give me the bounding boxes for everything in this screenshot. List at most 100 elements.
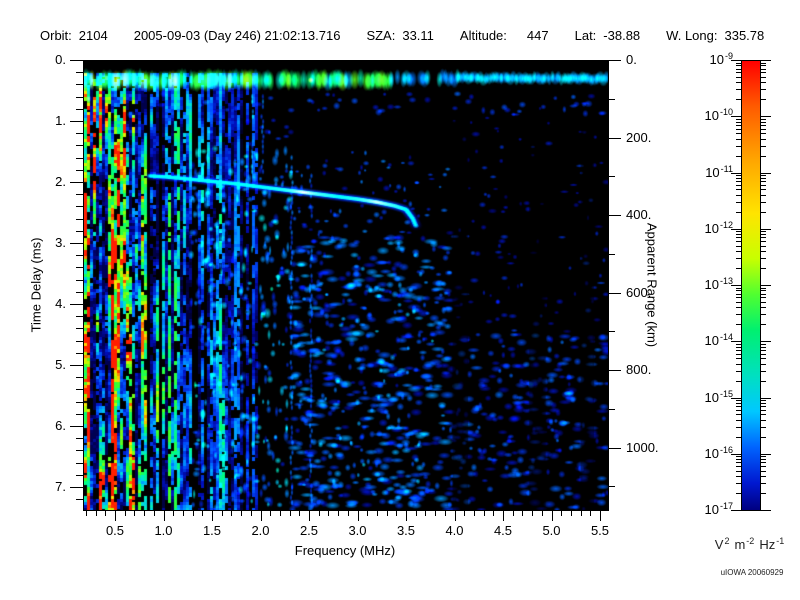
y-right-major-tick (609, 370, 621, 372)
y-right-major-tick (609, 137, 621, 139)
x-minor-tick (512, 511, 514, 516)
colorbar-minor-tick-left (736, 121, 741, 123)
x-minor-tick (289, 511, 291, 516)
plot-frame (83, 60, 609, 511)
colorbar-minor-tick-left (736, 194, 741, 196)
x-minor-tick (202, 511, 204, 516)
orbit-label: Orbit: (40, 28, 72, 43)
colorbar-minor-tick-right (761, 268, 766, 270)
colorbar-minor-tick-left (736, 82, 741, 84)
colorbar-minor-tick-right (761, 128, 766, 130)
colorbar-minor-tick-right (761, 99, 766, 101)
colorbar-minor-tick-right (761, 121, 766, 123)
sza-label: SZA: (366, 28, 396, 43)
x-tick-label: 4.0 (445, 523, 464, 538)
colorbar-major-tick-right (761, 285, 771, 286)
colorbar-minor-tick-right (761, 177, 766, 179)
y-left-tick-label: 7. (55, 479, 66, 494)
x-minor-tick (522, 511, 524, 516)
altitude-field: Altitude: 447 (460, 28, 549, 43)
x-minor-tick (221, 511, 223, 516)
x-minor-tick (231, 511, 233, 516)
x-major-tick (406, 511, 407, 521)
y-left-minor-tick (76, 108, 83, 110)
colorbar-minor-tick-left (736, 268, 741, 270)
x-major-tick (551, 511, 553, 521)
colorbar-minor-tick-right (761, 181, 766, 183)
sza-value: 33.11 (402, 28, 434, 43)
y-left-tick-label: 1. (55, 113, 66, 128)
x-minor-tick (435, 511, 437, 516)
colorbar-minor-tick-right (761, 426, 766, 428)
colorbar-minor-tick-left (736, 189, 741, 191)
x-minor-tick (144, 511, 146, 516)
colorbar-tick-label: 10-14 (704, 332, 733, 349)
y-left-minor-tick (76, 206, 83, 208)
colorbar-minor-tick-left (736, 124, 741, 126)
colorbar-minor-tick-left (736, 118, 741, 120)
colorbar-minor-tick-left (736, 241, 741, 243)
colorbar-minor-tick-right (761, 211, 766, 213)
y-left-major-tick (70, 121, 83, 122)
x-minor-tick (561, 511, 563, 516)
colorbar-minor-tick-left (736, 406, 741, 408)
wlong-field: W. Long: 335.78 (666, 28, 764, 43)
colorbar-tick-label: 10-16 (704, 444, 733, 461)
colorbar-minor-tick-left (736, 353, 741, 355)
y-left-minor-tick (76, 462, 83, 464)
colorbar-major-tick-left (731, 285, 741, 286)
colorbar-minor-tick-left (736, 234, 741, 236)
colorbar-minor-tick-right (761, 353, 766, 355)
colorbar-tick-label: 10-10 (704, 107, 733, 124)
colorbar-minor-tick-right (761, 89, 766, 91)
colorbar-minor-tick-left (736, 251, 741, 253)
x-minor-tick (270, 511, 272, 516)
y-right-tick-label: 600. (626, 284, 652, 300)
wlong-value: 335.78 (724, 28, 765, 43)
colorbar-minor-tick-left (736, 349, 741, 351)
x-tick-label: 2.5 (299, 523, 319, 538)
colorbar-minor-tick-left (736, 72, 741, 74)
colorbar-major-tick-right (761, 341, 771, 343)
colorbar-minor-tick-right (761, 349, 766, 351)
colorbar-minor-tick-left (736, 419, 741, 421)
lat-value: -38.88 (603, 28, 641, 43)
y-left-major-tick (70, 243, 83, 244)
x-minor-tick (250, 511, 252, 516)
y-left-minor-tick (76, 133, 83, 135)
y-right-major-tick (609, 447, 621, 449)
colorbar-minor-tick-right (761, 436, 766, 438)
colorbar-minor-tick-right (761, 293, 766, 295)
colorbar-minor-tick-left (736, 62, 741, 64)
colorbar-minor-tick-right (761, 258, 766, 260)
orbit-field: Orbit: 2104 (40, 28, 108, 43)
colorbar-minor-tick-right (761, 456, 766, 458)
y-left-minor-tick (76, 267, 83, 269)
y-right-minor-tick (609, 176, 615, 178)
x-major-tick (454, 511, 456, 521)
colorbar-minor-tick-right (761, 493, 766, 495)
y-right-major-tick (609, 215, 621, 217)
x-minor-tick (338, 511, 340, 516)
y-right-tick-label: 200. (626, 129, 652, 145)
x-minor-tick (386, 511, 388, 516)
colorbar-minor-tick-right (761, 241, 766, 243)
colorbar-major-tick-left (731, 453, 741, 455)
colorbar-minor-tick-right (761, 72, 766, 74)
x-minor-tick (241, 511, 243, 516)
x-minor-tick (415, 511, 417, 516)
colorbar-minor-tick-left (736, 402, 741, 404)
x-minor-tick (425, 511, 427, 516)
colorbar-minor-tick-right (761, 145, 766, 147)
colorbar-minor-tick-right (761, 62, 766, 64)
x-minor-tick (570, 511, 572, 516)
x-minor-tick (124, 511, 126, 516)
colorbar-minor-tick-left (736, 128, 741, 130)
colorbar-minor-tick-right (761, 133, 766, 135)
x-major-tick (212, 511, 213, 521)
x-minor-tick (396, 511, 398, 516)
y-axis-left-title: Time Delay (ms) (28, 237, 44, 333)
colorbar-major-tick-right (761, 510, 771, 511)
colorbar-tick-label: 10-17 (704, 501, 733, 517)
